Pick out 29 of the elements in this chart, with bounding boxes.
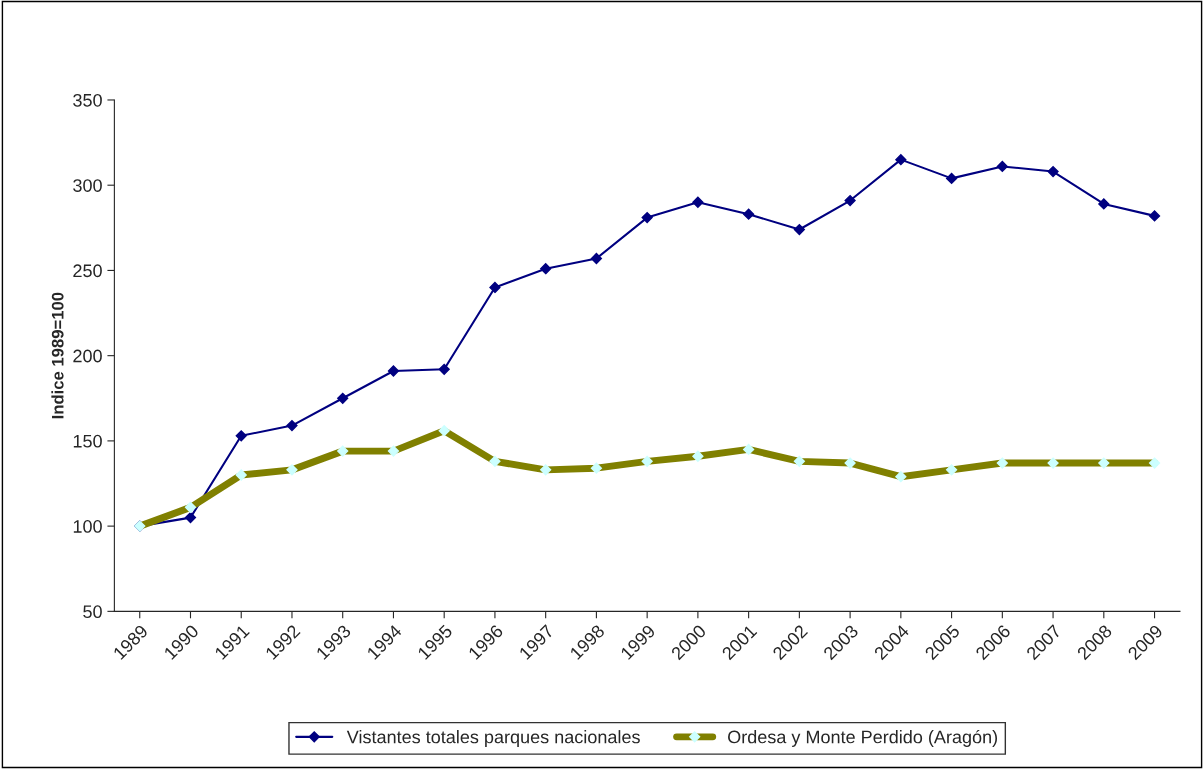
point [996,160,1008,173]
point [337,392,349,404]
y-tick-label: 300 [73,179,102,192]
point [743,208,755,220]
y-tick-label: 200 [73,349,102,363]
y-tick-label: 150 [73,434,102,448]
point [286,419,298,432]
y-tick-label: 50 [83,605,102,619]
point [540,263,552,275]
point [793,223,805,236]
point [844,194,856,207]
y-tick-label: 100 [73,520,102,533]
point [895,154,907,166]
point [641,211,653,224]
point [1148,210,1161,222]
point [1047,165,1059,178]
y-tick-label: 250 [73,264,102,278]
point [945,172,958,184]
point [489,281,501,294]
point [438,363,450,375]
point [692,196,704,208]
legend-label: Ordesa y Monte Perdido (Aragón) [728,729,998,747]
point [590,252,603,265]
point [235,430,247,442]
point [387,365,400,377]
y-axis-title: Indice 1989=100 [51,292,64,419]
y-tick-label: 350 [73,93,102,107]
legend-label: Vistantes totales parques nacionales [346,730,640,747]
point [1098,198,1110,210]
